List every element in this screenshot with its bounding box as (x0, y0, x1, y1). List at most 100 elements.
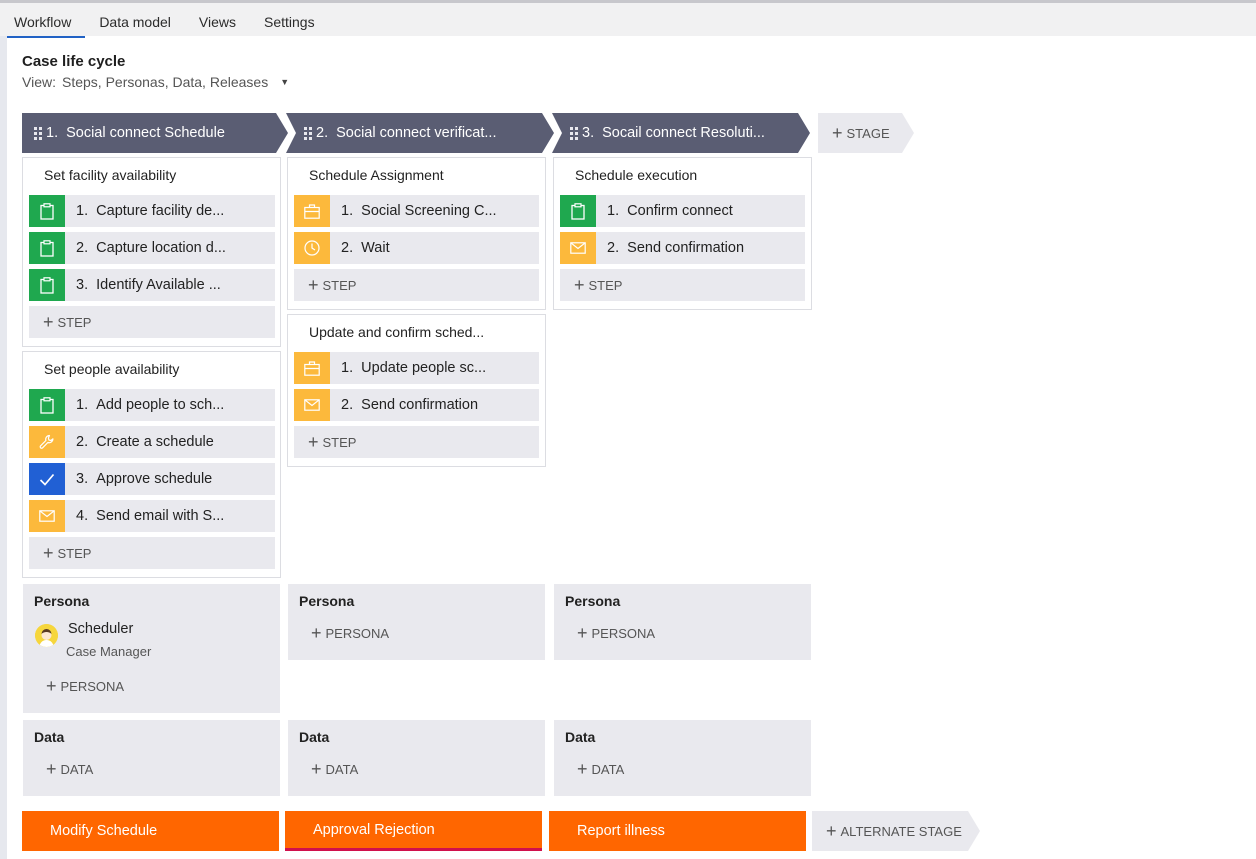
persona-heading: Persona (565, 593, 621, 609)
stage-3[interactable]: 3. Socail connect Resoluti... (552, 113, 810, 153)
step-number: 1. (76, 203, 89, 219)
step-item[interactable]: 2. Wait (294, 232, 539, 264)
clipboard-icon (29, 232, 65, 264)
clipboard-icon (29, 269, 65, 301)
step-number: 1. (76, 397, 89, 413)
persona-panel-stage-3: Persona + PERSONA (554, 584, 811, 660)
process-title[interactable]: Set people availability (44, 361, 180, 377)
plus-icon: + (43, 312, 54, 332)
drag-handle-icon[interactable] (34, 127, 42, 140)
stage-1[interactable]: 1. Social connect Schedule (22, 113, 288, 153)
persona-name[interactable]: Scheduler (68, 621, 134, 637)
plus-icon: + (46, 759, 57, 779)
add-step-label: STEP (57, 545, 92, 561)
check-icon (29, 463, 65, 495)
process-title[interactable]: Schedule execution (575, 167, 698, 183)
step-number: 2. (76, 434, 89, 450)
data-heading: Data (565, 729, 596, 745)
plus-icon: + (311, 759, 322, 779)
add-step-label: STEP (588, 277, 623, 293)
step-number: 2. (341, 240, 354, 256)
add-step-label: STEP (57, 314, 92, 330)
step-item[interactable]: 2. Send confirmation (560, 232, 805, 264)
step-item[interactable]: 1. Social Screening C... (294, 195, 539, 227)
process-title[interactable]: Update and confirm sched... (309, 324, 485, 340)
step-item[interactable]: 1. Update people sc... (294, 352, 539, 384)
add-alternate-stage-button[interactable]: + ALTERNATE STAGE (812, 811, 980, 851)
step-label: Wait (361, 240, 390, 256)
plus-icon: + (46, 676, 57, 696)
add-data-button[interactable]: + DATA (577, 760, 624, 778)
page-title: Case life cycle (22, 53, 126, 70)
plus-icon: + (308, 432, 319, 452)
step-item[interactable]: 2. Create a schedule (29, 426, 275, 458)
step-item[interactable]: 2. Send confirmation (294, 389, 539, 421)
step-item[interactable]: 1. Capture facility de... (29, 195, 275, 227)
view-value: Steps, Personas, Data, Releases (61, 74, 269, 90)
mail-icon (29, 500, 65, 532)
step-item[interactable]: 1. Confirm connect (560, 195, 805, 227)
process-set-facility-availability: Set facility availability 1. Capture fac… (22, 157, 281, 347)
drag-handle-icon[interactable] (570, 127, 578, 140)
add-step-button[interactable]: + STEP (560, 269, 805, 301)
add-stage-button[interactable]: + STAGE (818, 113, 914, 153)
add-persona-button[interactable]: + PERSONA (311, 624, 389, 642)
step-label: Add people to sch... (96, 397, 225, 413)
tab-views[interactable]: Views (198, 14, 236, 30)
data-heading: Data (299, 729, 330, 745)
step-number: 1. (341, 203, 354, 219)
add-persona-button[interactable]: + PERSONA (577, 624, 655, 642)
caret-down-icon: ▼ (280, 77, 290, 87)
add-step-button[interactable]: + STEP (29, 537, 275, 569)
step-number: 2. (607, 240, 620, 256)
tab-data-model[interactable]: Data model (99, 14, 171, 30)
process-title[interactable]: Schedule Assignment (309, 167, 444, 183)
wrench-icon (29, 426, 65, 458)
data-heading: Data (34, 729, 65, 745)
alternate-stage-1[interactable]: Modify Schedule (22, 811, 279, 851)
add-step-button[interactable]: + STEP (294, 269, 539, 301)
add-alternate-stage-label: ALTERNATE STAGE (840, 823, 962, 839)
clock-icon (294, 232, 330, 264)
step-item[interactable]: 2. Capture location d... (29, 232, 275, 264)
alternate-stage-2[interactable]: Approval Rejection (285, 811, 542, 851)
add-step-label: STEP (322, 277, 357, 293)
step-number: 4. (76, 508, 89, 524)
process-title[interactable]: Set facility availability (44, 167, 177, 183)
step-label: Capture facility de... (96, 203, 225, 219)
step-number: 1. (607, 203, 620, 219)
step-number: 2. (341, 397, 354, 413)
step-item[interactable]: 3. Identify Available ... (29, 269, 275, 301)
alternate-stage-3[interactable]: Report illness (549, 811, 806, 851)
step-label: Approve schedule (96, 471, 213, 487)
step-item[interactable]: 1. Add people to sch... (29, 389, 275, 421)
tab-settings[interactable]: Settings (264, 14, 315, 30)
briefcase-icon (294, 195, 330, 227)
stage-2[interactable]: 2. Social connect verificat... (286, 113, 554, 153)
stage-name: Socail connect Resoluti... (602, 125, 765, 141)
plus-icon: + (832, 123, 843, 143)
tab-workflow[interactable]: Workflow (0, 6, 86, 38)
add-data-button[interactable]: + DATA (311, 760, 358, 778)
plus-icon: + (43, 543, 54, 563)
step-item[interactable]: 4. Send email with S... (29, 500, 275, 532)
step-label: Social Screening C... (361, 203, 497, 219)
add-persona-label: PERSONA (325, 625, 390, 641)
view-selector[interactable]: View: Steps, Personas, Data, Releases ▼ (22, 74, 289, 90)
add-data-button[interactable]: + DATA (46, 760, 93, 778)
left-edge (0, 36, 7, 859)
process-schedule-execution: Schedule execution 1. Confirm connect 2.… (553, 157, 812, 310)
step-label: Create a schedule (96, 434, 214, 450)
add-data-label: DATA (60, 761, 94, 777)
add-step-button[interactable]: + STEP (294, 426, 539, 458)
add-persona-button[interactable]: + PERSONA (46, 677, 124, 695)
plus-icon: + (308, 275, 319, 295)
add-data-label: DATA (325, 761, 359, 777)
add-step-button[interactable]: + STEP (29, 306, 275, 338)
step-item[interactable]: 3. Approve schedule (29, 463, 275, 495)
stage-number: 1. (46, 125, 59, 141)
process-set-people-availability: Set people availability 1. Add people to… (22, 351, 281, 578)
drag-handle-icon[interactable] (304, 127, 312, 140)
step-label: Update people sc... (361, 360, 487, 376)
step-label: Send confirmation (627, 240, 745, 256)
